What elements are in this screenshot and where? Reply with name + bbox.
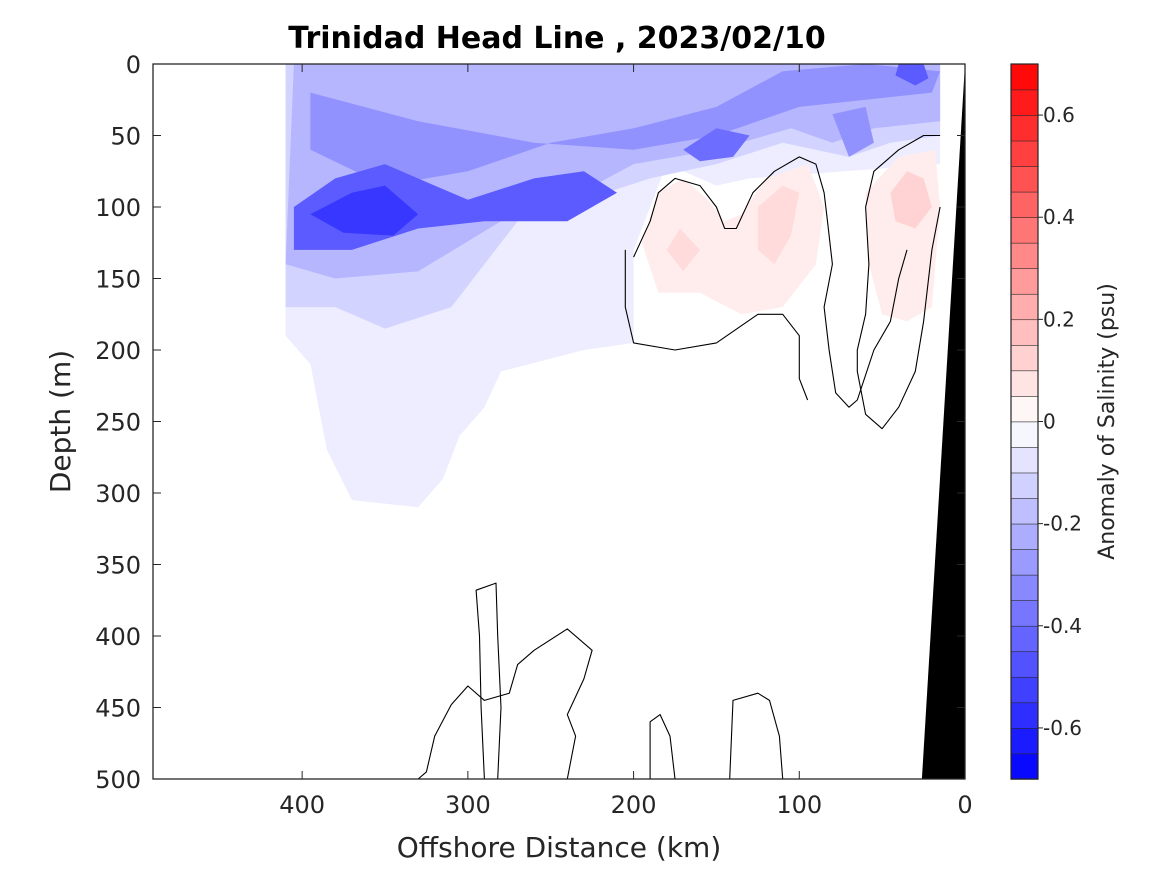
- colorbar-swatch: [1010, 319, 1039, 346]
- zero-contour-line: [649, 714, 676, 779]
- colorbar-swatch: [1010, 497, 1039, 525]
- y-axis-label: Depth (m): [44, 350, 77, 493]
- negative-anomaly-region: [310, 185, 419, 236]
- colorbar-swatch: [1010, 293, 1039, 321]
- zero-contour-layer: [385, 134, 941, 779]
- colorbar-tick-label: -0.4: [1043, 614, 1082, 638]
- x-tick-label: 100: [776, 791, 822, 819]
- colorbar: -0.6 -0.4 -0.2 0 0.2 0.4 0.6 Anomaly of Salini…: [1010, 63, 1120, 780]
- colorbar-swatch: [1010, 395, 1039, 423]
- negative-anomaly-region: [683, 128, 750, 162]
- y-tick-label: 500: [95, 766, 141, 794]
- x-tick-label: 400: [279, 791, 325, 819]
- zero-contour-line: [417, 628, 593, 779]
- colorbar-swatch: [1010, 753, 1039, 780]
- colorbar-swatch: [1010, 89, 1039, 116]
- colorbar-swatch: [1010, 523, 1039, 550]
- y-tick-label: 300: [95, 480, 141, 508]
- positive-anomaly-region: [890, 171, 932, 229]
- zero-contour-line: [729, 692, 784, 779]
- colorbar-swatch: [1010, 599, 1039, 627]
- y-tick-label: 100: [95, 194, 141, 222]
- colorbar-tick-label: 0.4: [1043, 205, 1075, 229]
- colorbar-swatches: [1010, 63, 1039, 780]
- colorbar-tick-label: -0.2: [1043, 512, 1082, 536]
- colorbar-swatch: [1010, 702, 1039, 729]
- x-tick-label: 200: [611, 791, 657, 819]
- y-tick-label: 400: [95, 623, 141, 651]
- colorbar-swatch: [1010, 727, 1039, 755]
- colorbar-swatch: [1010, 446, 1039, 474]
- zero-contour-line: [856, 134, 941, 430]
- x-tick-label: 300: [445, 791, 491, 819]
- colorbar-swatch: [1010, 676, 1039, 704]
- y-tick-label: 150: [95, 266, 141, 294]
- colorbar-swatch: [1010, 472, 1039, 499]
- colorbar-tick-label: -0.6: [1043, 716, 1082, 740]
- y-tick-label: 450: [95, 695, 141, 723]
- zero-contour-line: [633, 156, 908, 408]
- chart-title: Trinidad Head Line , 2023/02/10: [288, 21, 825, 56]
- colorbar-swatch: [1010, 344, 1039, 372]
- colorbar-swatch: [1010, 140, 1039, 167]
- plot-area: 400 300 200 100 0 0 50 100 150 200 250 300 350 400 45…: [95, 51, 972, 819]
- contour-fill-layer: [285, 64, 941, 508]
- colorbar-swatch: [1010, 191, 1039, 218]
- colorbar-swatch: [1010, 114, 1039, 142]
- negative-anomaly-region: [832, 106, 874, 157]
- seafloor-wedge: [921, 64, 965, 779]
- colorbar-swatch: [1010, 625, 1039, 653]
- colorbar-swatch: [1010, 370, 1039, 397]
- negative-anomaly-region: [310, 64, 941, 186]
- colorbar-swatch: [1010, 63, 1039, 91]
- colorbar-swatch: [1010, 548, 1039, 576]
- colorbar-ticks: -0.6 -0.4 -0.2 0 0.2 0.4 0.6: [1038, 103, 1082, 740]
- x-axis-label: Offshore Distance (km): [397, 831, 722, 864]
- colorbar-swatch: [1010, 216, 1039, 244]
- colorbar-swatch: [1010, 421, 1039, 448]
- y-tick-label: 0: [126, 51, 141, 79]
- colorbar-label: Anomaly of Salinity (psu): [1095, 283, 1120, 560]
- colorbar-tick-label: 0.6: [1043, 103, 1075, 127]
- x-tick-label: 0: [957, 791, 972, 819]
- y-tick-label: 250: [95, 409, 141, 437]
- zero-contour-line: [624, 249, 809, 401]
- positive-anomaly-region: [666, 228, 700, 272]
- colorbar-swatch: [1010, 165, 1039, 193]
- shelf-bathymetry: [921, 64, 965, 779]
- colorbar-swatch: [1010, 267, 1039, 295]
- y-axis: 0 50 100 150 200 250 300 350 400 450 500: [95, 51, 965, 794]
- y-tick-label: 350: [95, 552, 141, 580]
- negative-anomaly-region: [895, 64, 929, 86]
- x-axis: 400 300 200 100 0: [279, 64, 973, 819]
- y-tick-label: 50: [110, 123, 141, 151]
- colorbar-tick-label: 0: [1043, 410, 1056, 434]
- colorbar-frame: [1010, 63, 1039, 780]
- positive-anomaly-region: [757, 185, 800, 265]
- colorbar-swatch: [1010, 574, 1039, 601]
- colorbar-swatch: [1010, 242, 1039, 269]
- colorbar-tick-label: 0.2: [1043, 307, 1075, 331]
- colorbar-swatch: [1010, 651, 1039, 678]
- y-tick-label: 200: [95, 337, 141, 365]
